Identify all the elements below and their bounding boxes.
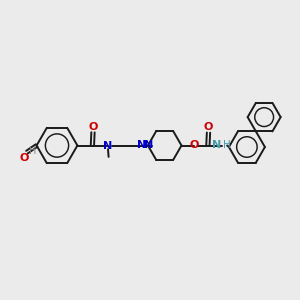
Text: O: O	[19, 153, 29, 163]
Text: N: N	[144, 140, 153, 150]
Text: N: N	[137, 140, 146, 151]
Text: N: N	[103, 141, 112, 152]
Text: O: O	[88, 122, 98, 132]
Text: O: O	[204, 122, 213, 132]
Text: H: H	[224, 140, 231, 150]
Text: O: O	[189, 140, 199, 151]
Text: H: H	[29, 146, 36, 157]
Text: N: N	[212, 140, 221, 150]
